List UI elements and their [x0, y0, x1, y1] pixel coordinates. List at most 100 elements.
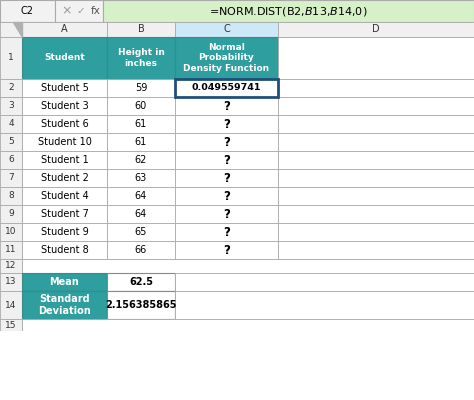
Text: 12: 12	[5, 262, 17, 270]
Bar	[0, 331, 474, 400]
Bar	[107, 223, 175, 241]
Text: 64: 64	[135, 209, 147, 219]
Text: ?: ?	[223, 190, 230, 202]
Bar	[22, 133, 107, 151]
Text: 8: 8	[8, 192, 14, 200]
Bar	[107, 205, 175, 223]
Text: 6: 6	[8, 156, 14, 164]
Bar	[107, 187, 175, 205]
Bar	[278, 79, 474, 97]
Text: C2: C2	[20, 6, 34, 16]
Bar	[107, 79, 175, 97]
Bar	[22, 169, 107, 187]
Text: 7: 7	[8, 174, 14, 182]
Bar	[22, 115, 107, 133]
Bar	[278, 187, 474, 205]
Text: ×: ×	[62, 4, 72, 18]
Bar	[0, 151, 22, 169]
Bar	[0, 259, 22, 273]
Text: 14: 14	[5, 300, 17, 310]
Bar	[107, 37, 175, 79]
Text: ?: ?	[223, 172, 230, 184]
Bar	[0, 22, 22, 37]
Text: Standard
Deviation: Standard Deviation	[38, 294, 91, 316]
Bar	[175, 169, 278, 187]
Bar	[22, 97, 107, 115]
Bar	[0, 37, 22, 79]
Bar	[278, 115, 474, 133]
Bar	[175, 291, 474, 319]
Text: 13: 13	[5, 278, 17, 286]
Text: 9: 9	[8, 210, 14, 218]
Text: Student 4: Student 4	[41, 191, 88, 201]
Bar	[55, 0, 103, 22]
Text: 62.5: 62.5	[129, 277, 153, 287]
Text: 63: 63	[135, 173, 147, 183]
Bar	[107, 22, 175, 37]
Text: 64: 64	[135, 191, 147, 201]
Text: 15: 15	[5, 320, 17, 330]
Bar	[22, 273, 107, 291]
Bar	[175, 223, 278, 241]
Text: Student: Student	[44, 54, 85, 62]
Bar	[107, 151, 175, 169]
Bar	[278, 151, 474, 169]
Bar	[22, 22, 107, 37]
Bar	[22, 319, 474, 331]
Text: 65: 65	[135, 227, 147, 237]
Text: Student 1: Student 1	[41, 155, 88, 165]
Text: 2: 2	[8, 84, 14, 92]
Bar	[278, 97, 474, 115]
Bar	[175, 133, 278, 151]
Text: 2.156385865: 2.156385865	[105, 300, 177, 310]
Text: 10: 10	[5, 228, 17, 236]
Text: 1: 1	[8, 54, 14, 62]
Text: 62: 62	[135, 155, 147, 165]
Bar	[278, 37, 474, 79]
Text: ?: ?	[223, 208, 230, 220]
Bar	[0, 205, 22, 223]
Bar	[175, 151, 278, 169]
Bar	[22, 241, 107, 259]
Text: 59: 59	[135, 83, 147, 93]
Bar	[0, 241, 22, 259]
Text: 61: 61	[135, 119, 147, 129]
Text: Student 2: Student 2	[41, 173, 89, 183]
Text: D: D	[372, 24, 380, 34]
Text: ?: ?	[223, 154, 230, 166]
Text: fx: fx	[91, 6, 101, 16]
Bar	[278, 205, 474, 223]
Bar	[107, 241, 175, 259]
Bar	[22, 291, 107, 319]
Bar	[0, 97, 22, 115]
Bar	[107, 169, 175, 187]
Bar	[103, 0, 474, 22]
Text: ?: ?	[223, 244, 230, 256]
Bar	[175, 37, 278, 79]
Bar	[0, 115, 22, 133]
Bar	[278, 169, 474, 187]
Bar	[22, 187, 107, 205]
Bar	[0, 133, 22, 151]
Text: Student 7: Student 7	[41, 209, 89, 219]
Bar	[0, 169, 22, 187]
Bar	[175, 273, 474, 291]
Bar	[22, 79, 107, 97]
Text: 11: 11	[5, 246, 17, 254]
Bar	[175, 241, 278, 259]
Bar	[107, 273, 175, 291]
Bar	[22, 151, 107, 169]
Bar	[22, 259, 474, 273]
Text: Student 3: Student 3	[41, 101, 88, 111]
Text: Student 5: Student 5	[41, 83, 89, 93]
Text: Height in
inches: Height in inches	[118, 48, 164, 68]
Text: Student 9: Student 9	[41, 227, 88, 237]
Text: Student 6: Student 6	[41, 119, 88, 129]
Text: B: B	[137, 24, 145, 34]
Bar	[0, 79, 22, 97]
Text: 66: 66	[135, 245, 147, 255]
Text: ?: ?	[223, 226, 230, 238]
Text: ?: ?	[223, 100, 230, 112]
Text: 5: 5	[8, 138, 14, 146]
Bar	[0, 0, 55, 22]
